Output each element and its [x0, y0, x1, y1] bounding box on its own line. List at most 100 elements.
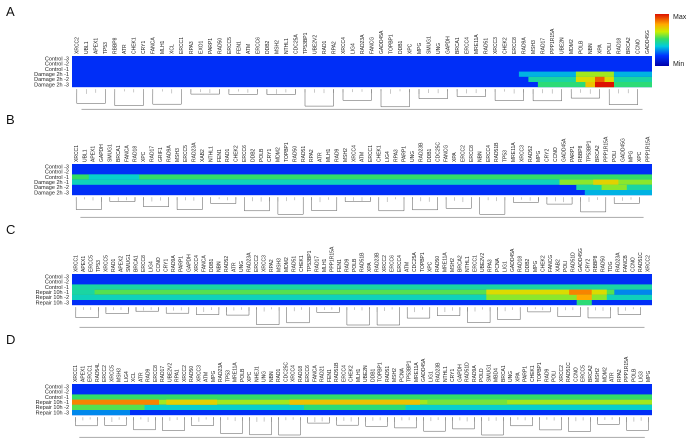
dendrogram-branch: [210, 197, 237, 204]
gene-label: RAD9: [544, 368, 550, 382]
gene-label: RBBP8: [113, 37, 119, 54]
gene-label: DDB2: [525, 258, 531, 272]
gene-label: XAB2: [555, 259, 561, 272]
dendrogram-branch: [412, 197, 438, 211]
gene-label: RAD23A: [192, 142, 198, 162]
gene-label: ERCC6: [255, 37, 261, 54]
gene-label: NTHL1: [208, 146, 214, 162]
gene-label: ERCC1: [473, 255, 479, 272]
gene-label: GADD45A: [561, 138, 567, 162]
dendrogram-branch: [286, 307, 310, 324]
heatmap-cell: [72, 284, 652, 290]
gene-label: ERCC1: [88, 365, 94, 382]
dendrogram-branch: [570, 89, 600, 99]
dendrogram-branch: [165, 307, 190, 314]
gene-label: POLD: [479, 368, 485, 382]
row-label: Control -1: [45, 175, 69, 181]
color-legend: Max Min: [655, 14, 687, 68]
dendrogram-branch: [143, 197, 169, 207]
gene-label: XPC: [407, 43, 413, 54]
gene-label: ATM: [204, 372, 210, 382]
gene-label: RBBP8: [593, 255, 599, 272]
gene-label: TOPBP1: [537, 362, 543, 382]
gene-label: UBE2N: [560, 37, 566, 54]
gene-label: RAD51B: [360, 252, 366, 272]
gene-label: LIG1: [503, 261, 509, 272]
gene-label: SMUG1: [486, 364, 492, 382]
heatmap-cell: [72, 289, 652, 295]
dendrogram-branch: [437, 307, 461, 316]
gene-label: SMUG1: [427, 36, 433, 54]
gene-label: XAB2: [200, 149, 206, 162]
gene-label: XPC: [427, 261, 433, 272]
gene-label: CHEK2: [503, 37, 509, 54]
dendrogram-branch: [316, 307, 340, 313]
gene-label: ERCC5: [183, 145, 189, 162]
gene-label: RAD51C: [638, 252, 644, 272]
dendrogram-branch: [307, 417, 330, 424]
gene-label: CCNO: [631, 257, 637, 272]
gene-label: ERCC8: [141, 255, 147, 272]
row-label: Damage 2h -3: [34, 190, 69, 196]
column-dendrogram: [75, 197, 644, 218]
gene-label: PCNA: [399, 367, 405, 382]
gene-label: MSH3: [277, 258, 283, 272]
gene-label: TDG: [608, 261, 614, 272]
gene-label: MSH2: [343, 148, 349, 162]
dendrogram-branch: [152, 89, 182, 105]
gene-label: ERCC1: [179, 37, 185, 54]
gene-label: PPP1R15A: [624, 356, 630, 382]
dendrogram-branch: [176, 197, 203, 210]
gene-label: TOPBP1: [420, 252, 426, 272]
gene-label: ERCC4: [397, 255, 403, 272]
gene-label: FANCA: [151, 37, 157, 54]
gene-label: MRE11A: [442, 252, 448, 272]
heatmap-cell: [72, 179, 652, 185]
gene-label: MLH1: [356, 368, 362, 382]
gene-label: UNG: [508, 371, 514, 382]
gene-label: LIG1: [428, 371, 434, 382]
heatmap-cell: [486, 289, 607, 295]
dendrogram-branch: [244, 197, 270, 212]
gene-label: MRE11A: [511, 142, 517, 162]
gene-label: RAD9: [335, 148, 341, 162]
dendrogram-branch: [249, 417, 272, 436]
gene-label: FANCA: [312, 365, 318, 382]
gene-label: MSH2: [450, 258, 456, 272]
gene-label: PCNA: [495, 257, 501, 272]
row-label: Repair 10h -3: [36, 410, 69, 416]
gene-label: POLB: [240, 368, 246, 382]
gene-label: RPA3: [189, 41, 195, 54]
heatmap-cell: [576, 300, 592, 306]
gene-label: XRCC2: [182, 365, 188, 382]
gene-label: MDM2: [569, 39, 575, 54]
dendrogram-branch: [162, 417, 185, 431]
gene-label: NBN: [588, 43, 594, 54]
gene-label: MSH3: [117, 368, 123, 382]
gene-label: MPG: [211, 371, 217, 383]
dendrogram-branch: [456, 89, 486, 97]
dendrogram-branch: [597, 417, 620, 425]
gene-label: MSH3: [531, 40, 537, 54]
gene-label: RAD23B: [375, 252, 381, 272]
color-scale-bar: [655, 14, 669, 66]
dendrogram-branch: [452, 417, 475, 430]
gene-label: ATR: [138, 372, 144, 382]
gene-label: PARP1: [179, 256, 185, 272]
dendrogram-branch: [617, 307, 641, 315]
legend-min-label: Min: [673, 61, 684, 68]
gene-label: RAD9A: [522, 37, 528, 54]
gene-label: FEN1: [327, 369, 333, 382]
gene-label: NTHL1: [284, 38, 290, 54]
gene-label: MPG: [536, 151, 542, 163]
dendrogram-branch: [75, 197, 102, 210]
gene-label: DDB2: [265, 40, 271, 54]
gene-label: MLH1: [322, 258, 328, 272]
gene-label: ERCC4: [465, 37, 471, 54]
gene-label: ATM: [246, 44, 252, 54]
gene-label: FEN1: [217, 149, 223, 162]
gene-label: DDB1: [427, 148, 433, 162]
gene-label: TP53BP1: [407, 360, 413, 382]
row-label: Control -1: [45, 395, 69, 401]
gene-label: LIG4: [149, 261, 155, 272]
